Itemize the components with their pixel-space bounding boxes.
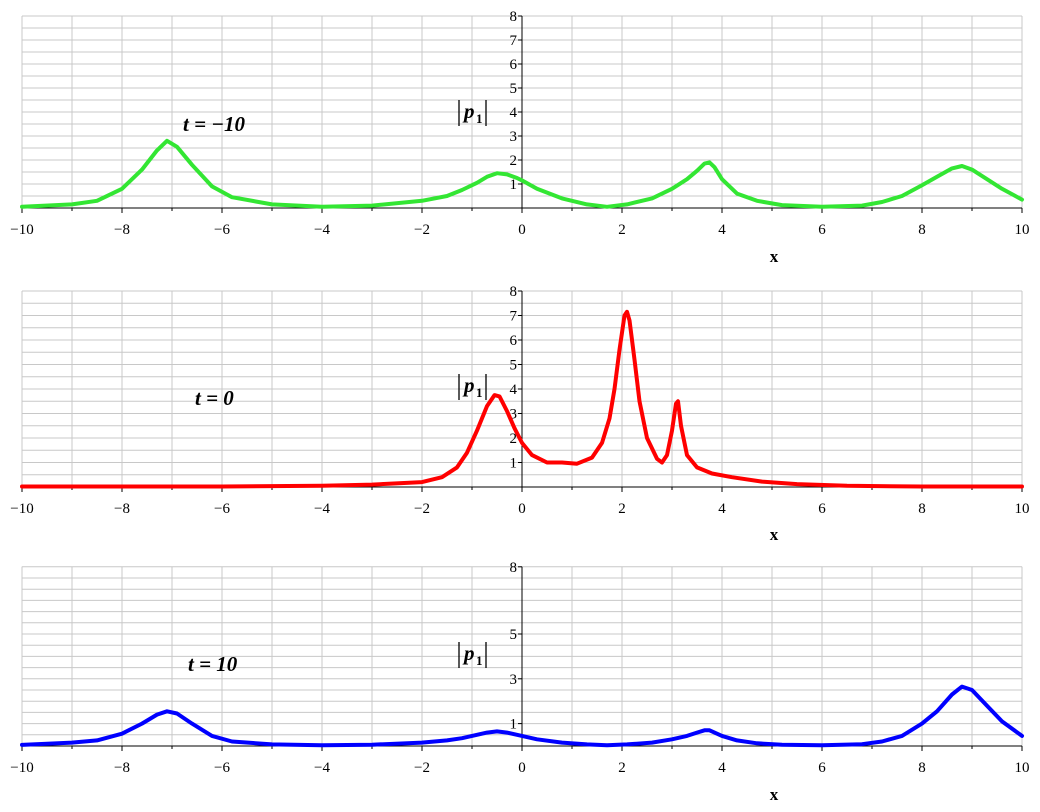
x-tick-label: 8 [918,760,926,776]
x-axis-label: x [770,247,779,266]
y-tick-label: 1 [510,717,518,733]
y-tick-label: 1 [510,456,518,472]
x-tick-label: −4 [314,501,330,517]
y-tick-label: 2 [510,153,518,169]
x-tick-label: −6 [214,501,230,517]
y-tick-label: 1 [510,177,518,193]
y-tick-label: 6 [510,57,518,73]
x-tick-label: 10 [1015,501,1030,517]
y-tick-label: 3 [510,672,518,688]
x-tick-label: −10 [10,501,33,517]
x-tick-label: 4 [718,501,726,517]
x-tick-label: 4 [718,760,726,776]
x-tick-label: 0 [518,501,526,517]
y-tick-label: 8 [510,9,518,25]
time-label: t = −10 [183,112,246,136]
time-label: t = 10 [188,652,238,676]
y-tick-label: 4 [510,105,518,121]
x-tick-label: −2 [414,501,430,517]
x-tick-label: 6 [818,501,826,517]
y-label-sub: 1 [476,653,483,668]
x-axis-label: x [770,785,779,804]
x-tick-label: −8 [114,222,130,238]
y-tick-label: 3 [510,129,518,145]
x-tick-label: 10 [1015,222,1030,238]
x-tick-label: 0 [518,222,526,238]
x-tick-label: −8 [114,760,130,776]
y-tick-label: 3 [510,407,518,423]
x-axis-label: x [770,525,779,544]
x-tick-label: −10 [10,222,33,238]
series-line [20,138,1024,209]
y-tick-label: 2 [510,431,518,447]
y-label-base: p [462,373,475,397]
y-label-sub: 1 [476,111,483,126]
x-tick-label: −4 [314,222,330,238]
y-tick-label: 8 [510,560,518,576]
y-tick-label: 7 [510,33,518,49]
y-tick-label: 5 [510,81,518,97]
x-tick-label: −4 [314,760,330,776]
time-label: t = 0 [195,386,234,410]
y-tick-label: 8 [510,284,518,300]
x-tick-label: 8 [918,222,926,238]
x-tick-label: 4 [718,222,726,238]
y-tick-label: 5 [510,358,518,374]
x-tick-label: −2 [414,222,430,238]
x-tick-label: −6 [214,222,230,238]
x-tick-label: 2 [618,501,626,517]
series-line [20,309,1024,489]
x-tick-label: 0 [518,760,526,776]
x-tick-label: 10 [1015,760,1030,776]
x-tick-label: 2 [618,760,626,776]
y-tick-label: 4 [510,382,518,398]
x-tick-label: −6 [214,760,230,776]
series-line [20,684,1024,748]
y-tick-label: 5 [510,627,518,643]
x-tick-label: −10 [10,760,33,776]
x-tick-label: 6 [818,760,826,776]
x-tick-label: 6 [818,222,826,238]
x-tick-label: 2 [618,222,626,238]
y-label-base: p [462,641,475,665]
y-tick-label: 7 [510,309,518,325]
x-tick-label: −2 [414,760,430,776]
x-tick-label: −8 [114,501,130,517]
y-label-sub: 1 [476,385,483,400]
y-label-base: p [462,99,475,123]
y-tick-label: 6 [510,333,518,349]
x-tick-label: 8 [918,501,926,517]
